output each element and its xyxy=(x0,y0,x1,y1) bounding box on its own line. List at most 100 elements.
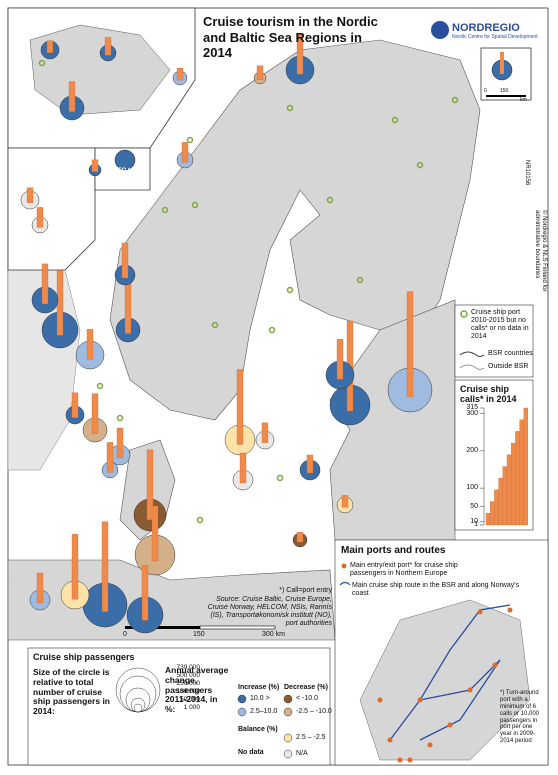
inset-scale-150: 150 xyxy=(500,88,509,94)
size-label: 100 000 xyxy=(176,688,201,695)
port-bar xyxy=(236,369,244,445)
calls-legend-bar xyxy=(519,419,524,526)
port-bar xyxy=(306,454,314,474)
port-no-calls xyxy=(96,382,104,390)
port-symbols xyxy=(20,34,513,763)
port-bar xyxy=(41,263,49,305)
port-no-calls xyxy=(391,116,399,124)
port-no-calls xyxy=(38,59,46,67)
port-bar xyxy=(121,242,129,279)
routes-port xyxy=(387,737,393,743)
size-label: 50 000 xyxy=(180,696,200,703)
scale-segment xyxy=(199,625,276,630)
class-label: N/A xyxy=(296,750,308,757)
routes-port-symbol xyxy=(341,563,347,569)
port-bar xyxy=(104,37,112,56)
routes-title: Main ports and routes xyxy=(341,545,446,556)
legend-port-symbol xyxy=(460,310,468,318)
port-no-calls xyxy=(268,326,276,334)
port-bar xyxy=(181,142,189,163)
port-bar xyxy=(261,422,269,443)
port-bar xyxy=(146,449,154,520)
port-bar xyxy=(336,339,344,380)
logo-mark xyxy=(431,21,449,39)
port-bar xyxy=(36,572,44,604)
port-no-calls xyxy=(276,474,284,482)
port-bar xyxy=(101,521,109,612)
calls-tick-label: 50 xyxy=(470,502,478,510)
class-swatches xyxy=(237,694,293,759)
scandinavia xyxy=(109,39,481,421)
logo-text: NORDREGIO xyxy=(452,22,520,34)
routes-port xyxy=(467,687,473,693)
copyright: © Nordregio & NLS Finland for administra… xyxy=(534,210,547,292)
port-no-calls xyxy=(211,321,219,329)
port-no-calls xyxy=(116,414,124,422)
size-circles xyxy=(115,667,161,713)
port-bar xyxy=(26,187,34,203)
calls-tick-label: 100 xyxy=(466,484,478,492)
port-bar xyxy=(106,442,114,473)
port-no-calls xyxy=(356,276,364,284)
calls-tick-label: 300 xyxy=(466,409,478,417)
size-label: 250 000 xyxy=(176,680,201,687)
calls-legend-bar xyxy=(498,478,503,526)
port-bar xyxy=(256,65,264,80)
calls-legend-bar xyxy=(502,466,507,526)
decrease-header: Decrease (%) xyxy=(284,684,328,691)
increase-header: Increase (%) xyxy=(238,684,280,691)
calls-legend-bar xyxy=(515,431,520,526)
legend-outside: Outside BSR xyxy=(488,363,529,370)
calls-legend-bar xyxy=(511,442,516,526)
change-text: Annual average change, passengers 2011-2… xyxy=(165,665,229,715)
port-no-calls xyxy=(451,96,459,104)
port-no-calls xyxy=(416,161,424,169)
swatch xyxy=(283,707,293,717)
calls-tick-label: 200 xyxy=(466,446,478,454)
inset-scale-km: km xyxy=(520,97,527,103)
routes-port xyxy=(397,757,403,763)
port-bar xyxy=(406,291,414,397)
routes-footnote: *) Turn-around port with a minimum of 6 … xyxy=(500,690,540,745)
routes-port: Main entry/exit port* for cruise ship pa… xyxy=(350,562,458,578)
legend-bsr: BSR countries xyxy=(488,350,533,357)
port-bar xyxy=(341,495,349,508)
scale-segment xyxy=(125,626,200,629)
calls-legend-bar xyxy=(506,454,512,526)
size-label: 1 000 xyxy=(183,704,200,711)
port-bar xyxy=(91,393,99,434)
port-bar xyxy=(91,159,99,172)
class-label: 2.5–10.0 xyxy=(250,708,278,715)
scale-label: 300 km xyxy=(262,631,285,638)
class-label: < -10.0 xyxy=(296,695,318,702)
port-bar xyxy=(239,452,247,484)
swatch xyxy=(283,733,293,743)
port-bar xyxy=(151,505,159,562)
port-bar xyxy=(46,40,54,53)
port-no-calls xyxy=(196,516,204,524)
legend-bsr-symbol xyxy=(459,351,485,357)
balance-header: Balance (%) xyxy=(238,726,278,733)
size-label: 500 000 xyxy=(176,672,201,679)
scale-label: 0 xyxy=(123,631,127,638)
routes-lines xyxy=(389,604,511,741)
calls-legend-bar xyxy=(490,501,495,526)
routes-port xyxy=(407,757,413,763)
passengers-title: Cruise ship passengers xyxy=(33,652,135,662)
legend-port: Cruise ship port 2010-2015 but no calls*… xyxy=(471,309,529,341)
no-data: No data xyxy=(238,749,264,756)
port-no-calls xyxy=(191,201,199,209)
fo-label: FO total xyxy=(118,168,141,174)
class-label: 10.0 > xyxy=(250,695,270,702)
port-no-calls xyxy=(186,136,194,144)
routes-port xyxy=(507,607,513,613)
swatch xyxy=(283,694,293,704)
inset-scale-0: 0 xyxy=(484,88,487,94)
routes-route-symbol xyxy=(339,581,351,586)
routes-port xyxy=(447,722,453,728)
code: NR10156 xyxy=(524,160,530,186)
port-no-calls xyxy=(161,206,169,214)
size-circle xyxy=(133,703,143,713)
size-label: 739 000 xyxy=(176,664,201,671)
